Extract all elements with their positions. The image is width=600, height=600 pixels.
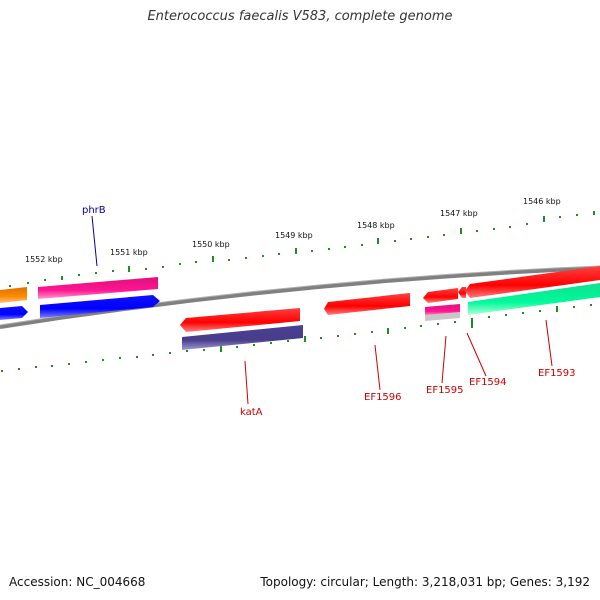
label-EF1596: EF1596 — [364, 392, 402, 403]
scale-label-1550: 1550 kbp — [192, 240, 230, 249]
gene-katA — [182, 325, 303, 350]
label-katA: katA — [240, 407, 263, 418]
gene-ef1595-shadow — [425, 312, 460, 321]
gene-phrB — [38, 277, 158, 299]
scale-label-1549: 1549 kbp — [275, 231, 313, 240]
outer-tick-marks — [9, 211, 595, 287]
gene-ef1593 — [468, 283, 600, 315]
gene-katA-red — [180, 308, 300, 332]
scale-label-1548: 1548 kbp — [357, 221, 395, 230]
genome-backbone — [0, 266, 600, 329]
gene-ef1596-region-red — [324, 293, 410, 315]
inner-tick-marks — [1, 304, 592, 372]
label-EF1593: EF1593 — [538, 368, 576, 379]
gene-blue-partial — [0, 306, 28, 320]
accession-text: Accession: NC_004668 — [9, 575, 146, 589]
genome-summary-text: Topology: circular; Length: 3,218,031 bp… — [260, 575, 590, 589]
scale-label-1547: 1547 kbp — [440, 209, 478, 218]
gene-ef1594 — [465, 266, 600, 298]
scale-label-1551: 1551 kbp — [110, 248, 148, 257]
scale-label-1552: 1552 kbp — [25, 255, 63, 264]
gene-blue — [40, 295, 160, 318]
gene-small-red — [423, 288, 458, 303]
gene-small-red-2 — [458, 287, 466, 298]
gene-orange-partial — [0, 287, 27, 303]
map-title: Enterococcus faecalis V583, complete gen… — [147, 9, 453, 24]
scale-label-1546: 1546 kbp — [523, 197, 561, 206]
label-EF1595: EF1595 — [426, 385, 464, 396]
label-EF1594: EF1594 — [469, 377, 507, 388]
label-phrB: phrB — [82, 205, 106, 216]
